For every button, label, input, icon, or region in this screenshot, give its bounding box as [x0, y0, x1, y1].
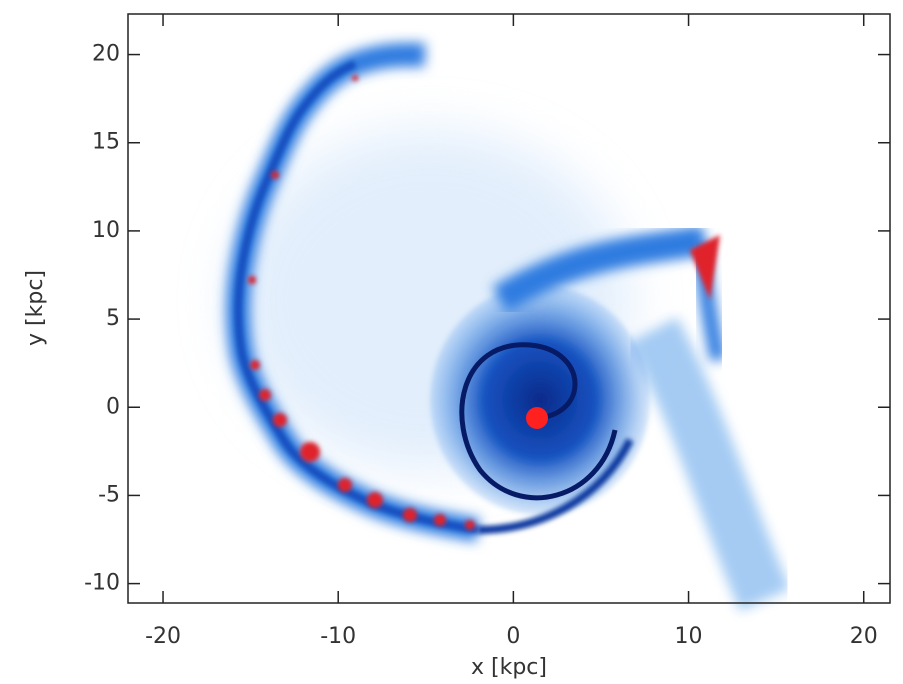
x-tick-label: -10: [320, 624, 356, 649]
y-tick-label: -5: [98, 482, 120, 507]
x-tick-label: -20: [145, 624, 181, 649]
y-tick-label: 20: [92, 42, 120, 67]
x-tick-label: 20: [850, 624, 878, 649]
y-tick-label: 0: [106, 394, 120, 419]
y-tick-label: -10: [84, 571, 120, 596]
y-tick-label: 10: [92, 218, 120, 243]
x-tick-label: 0: [506, 624, 520, 649]
x-tick-label: 10: [675, 624, 703, 649]
plot-frame: [127, 13, 891, 604]
y-tick-label: 5: [106, 306, 120, 331]
y-axis-label: y [kpc]: [23, 270, 48, 346]
y-tick-label: 15: [92, 130, 120, 155]
galaxy-image: [226, 42, 791, 612]
x-axis-label: x [kpc]: [471, 655, 547, 680]
